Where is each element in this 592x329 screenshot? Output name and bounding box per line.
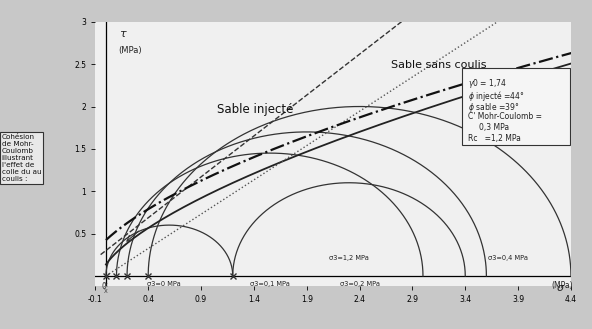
Text: 0: 0 [101,282,106,291]
Text: σ3=0,2 MPa: σ3=0,2 MPa [340,281,379,287]
Text: X
X: X X [104,283,108,293]
Text: σ3=0 MPa: σ3=0 MPa [147,281,181,287]
Text: $\sigma$: $\sigma$ [556,283,565,293]
Text: Sable sans coulis: Sable sans coulis [391,61,487,70]
Text: σ3=0,4 MPa: σ3=0,4 MPa [488,255,527,261]
Text: σ3=0,1 MPa: σ3=0,1 MPa [250,281,289,287]
Text: Rc   =1,2 MPa: Rc =1,2 MPa [468,135,522,143]
FancyBboxPatch shape [462,67,570,145]
Text: Sable injecté: Sable injecté [217,103,293,116]
Text: Cohésion
de Mohr-
Coulomb
illustrant
l'effet de
colle du au
coulis :: Cohésion de Mohr- Coulomb illustrant l'e… [2,134,41,182]
Text: $\gamma$0 = 1,74: $\gamma$0 = 1,74 [468,77,507,90]
Text: $\tau$: $\tau$ [118,29,127,38]
Text: C' Mohr-Coulomb =: C' Mohr-Coulomb = [468,113,542,121]
Text: $\phi$ sable =39°: $\phi$ sable =39° [468,101,520,114]
Text: 0,3 MPa: 0,3 MPa [479,123,509,132]
Text: (MPa): (MPa) [551,281,573,290]
Text: (MPa): (MPa) [118,45,142,55]
Text: $\phi$ injecté =44°: $\phi$ injecté =44° [468,89,525,103]
Text: σ3=1,2 MPa: σ3=1,2 MPa [329,255,369,261]
